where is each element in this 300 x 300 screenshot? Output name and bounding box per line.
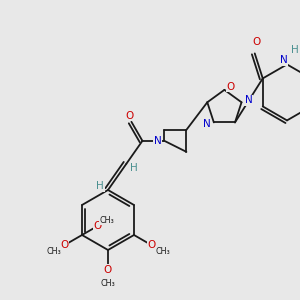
Text: O: O bbox=[61, 240, 69, 250]
Text: O: O bbox=[125, 111, 134, 121]
Text: CH₃: CH₃ bbox=[155, 247, 170, 256]
Text: N: N bbox=[203, 119, 211, 129]
Text: N: N bbox=[154, 136, 161, 146]
Text: O: O bbox=[104, 265, 112, 275]
Text: O: O bbox=[226, 82, 235, 92]
Text: N: N bbox=[245, 95, 252, 105]
Text: O: O bbox=[94, 221, 102, 231]
Text: CH₃: CH₃ bbox=[46, 247, 61, 256]
Text: CH₃: CH₃ bbox=[100, 216, 115, 225]
Text: O: O bbox=[253, 38, 261, 47]
Text: H: H bbox=[291, 45, 299, 56]
Text: H: H bbox=[130, 163, 138, 173]
Text: N: N bbox=[280, 56, 288, 65]
Text: O: O bbox=[147, 240, 155, 250]
Text: CH₃: CH₃ bbox=[100, 278, 116, 287]
Text: H: H bbox=[96, 181, 104, 191]
